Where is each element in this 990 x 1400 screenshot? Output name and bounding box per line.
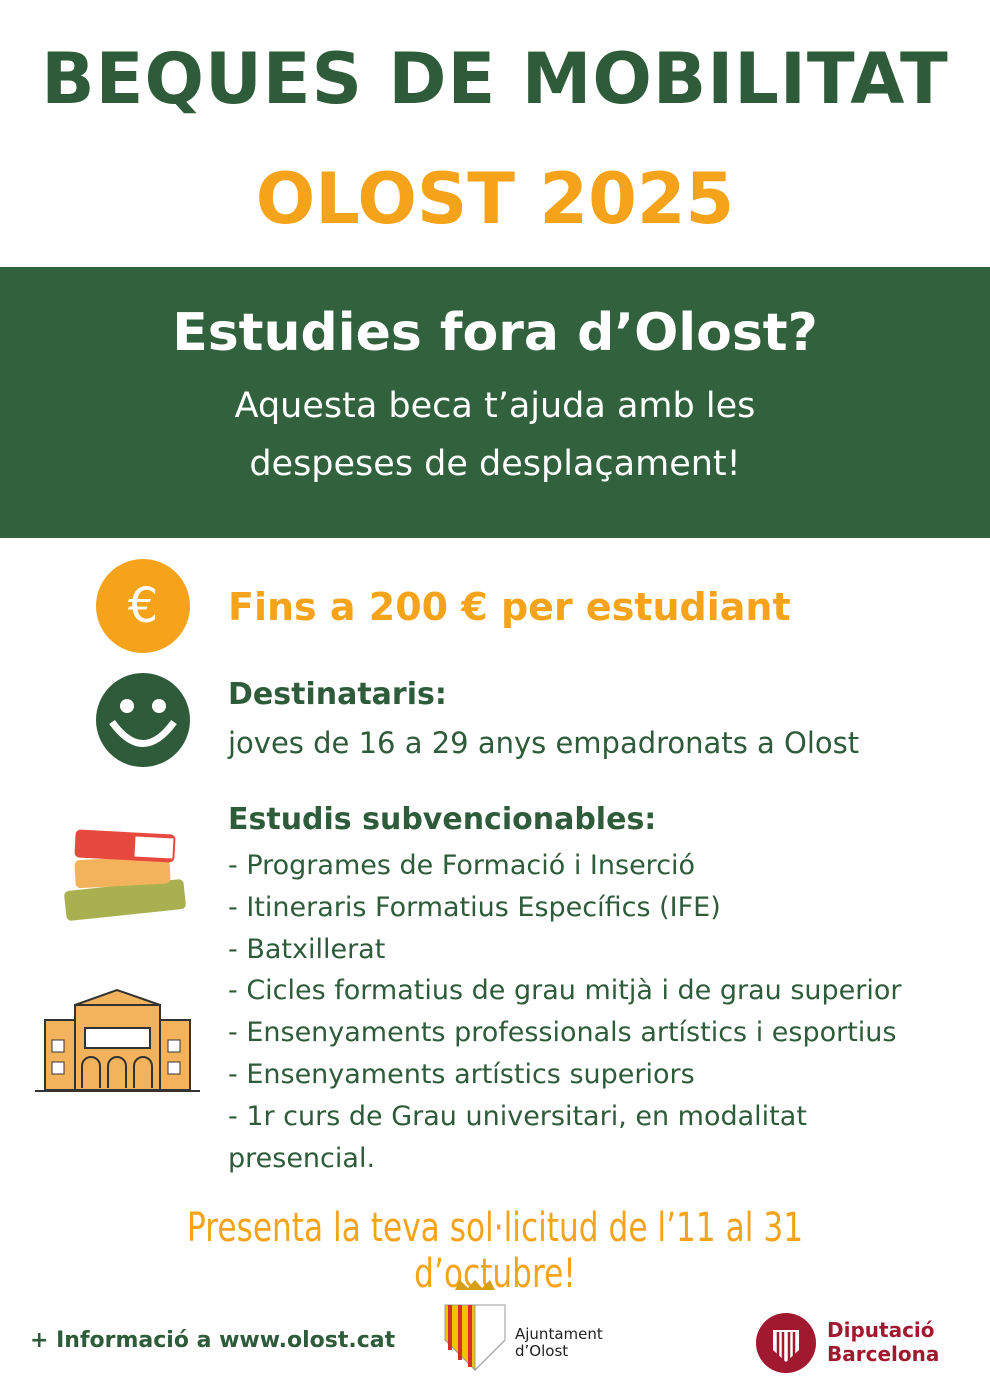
recipients-heading: Destinataris: [228,677,447,712]
study-item: - Itineraris Formatius Específics (IFE) [228,891,721,923]
studies-list: - Programes de Formació i Inserció - Itin… [228,845,928,1179]
diputacio-logo-text: Diputació Barcelona [827,1318,939,1366]
logo-line: Ajuntament [515,1325,603,1343]
euro-icon [96,559,190,653]
olost-logo-text: Ajuntament d’Olost [515,1326,603,1360]
studies-heading: Estudis subvencionables: [228,802,657,837]
banner-line: Aquesta beca t’ajuda amb les [234,386,756,426]
logo-line: d’Olost [515,1342,569,1360]
subtitle: OLOST 2025 [255,158,735,240]
olost-crest [444,1280,506,1372]
banner: Estudies fora d’Olost? Aquesta beca t’aj… [0,267,990,538]
study-item: - Ensenyaments professionals artístics i… [228,1017,897,1049]
diputacio-emblem [756,1313,816,1373]
school-icon [35,988,200,1092]
banner-heading: Estudies fora d’Olost? [172,303,818,363]
euro-symbol: € [128,578,159,634]
icons: € [35,559,200,1092]
amount: Fins a 200 € per estudiant [228,585,791,629]
study-item: - Ensenyaments artístics superiors [228,1058,695,1090]
logo-line: Barcelona [827,1342,940,1366]
title: BEQUES DE MOBILITAT [41,38,949,120]
study-item: - 1r curs de Grau universitari, en modal… [228,1100,807,1174]
banner-line: despeses de desplaçament! [249,444,741,484]
books-icon [64,829,186,921]
info-link: + Informació a www.olost.cat [30,1328,396,1353]
logo-line: Diputació [827,1318,935,1342]
study-item: - Cicles formatius de grau mitjà i de gr… [228,975,902,1007]
smiley-icon [96,673,190,767]
recipients-text: joves de 16 a 29 anys empadronats a Olos… [228,726,860,760]
call-to-action: Presenta la teva sol·licitud de l’11 al … [186,1205,804,1297]
study-item: - Batxillerat [228,933,386,965]
study-item: - Programes de Formació i Inserció [228,850,696,881]
